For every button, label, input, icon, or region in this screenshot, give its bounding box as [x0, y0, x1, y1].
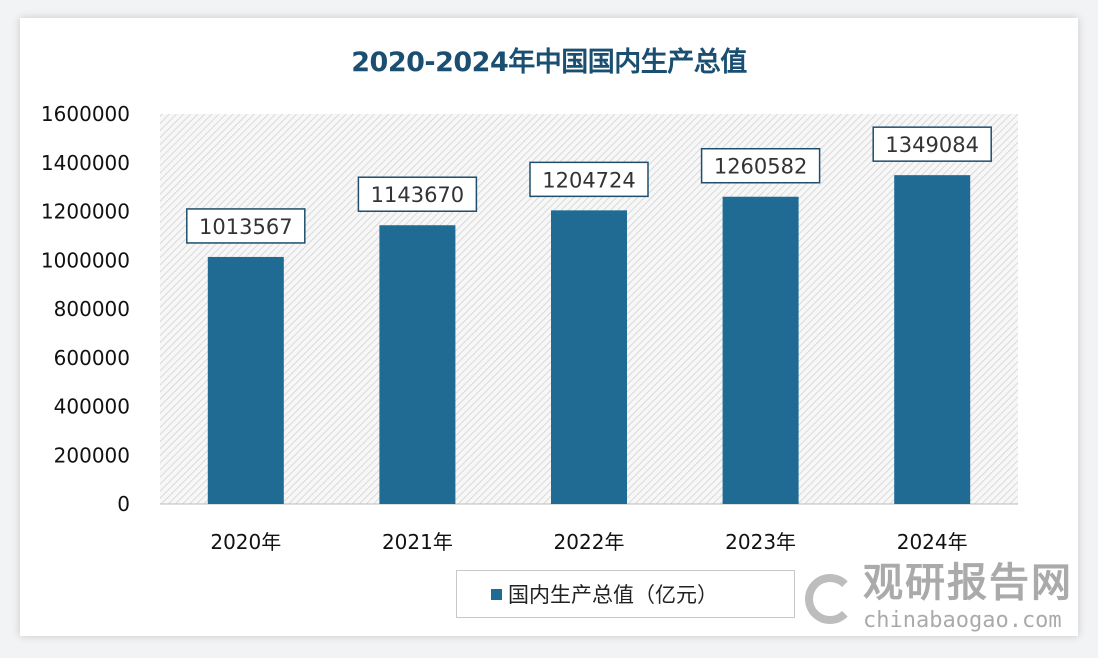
y-tick-label: 800000: [54, 297, 130, 321]
y-tick-label: 200000: [54, 443, 130, 467]
x-tick-label: 2021年: [382, 530, 453, 554]
y-tick-label: 1200000: [41, 200, 130, 224]
x-tick-label: 2020年: [210, 530, 281, 554]
data-label-box: [186, 208, 306, 244]
data-label-box: [357, 176, 478, 212]
data-label: 1260582: [714, 155, 808, 179]
data-label: 1013567: [199, 215, 293, 239]
watermark-icon: [805, 574, 855, 624]
data-label: 1143670: [371, 183, 465, 207]
data-label-box: [872, 126, 992, 162]
x-tick-label: 2023年: [725, 530, 796, 554]
y-tick-label: 1000000: [41, 248, 130, 272]
x-tick-label: 2022年: [554, 530, 625, 554]
watermark-logo: 观研报告网 chinabaogao.com: [805, 560, 1085, 646]
y-tick-label: 400000: [54, 395, 130, 419]
bar: [722, 196, 799, 504]
legend-label: 国内生产总值（亿元）: [508, 583, 718, 607]
bar: [894, 175, 971, 505]
data-label-box: [529, 161, 649, 198]
y-tick-label: 600000: [54, 346, 130, 370]
bar: [551, 210, 627, 505]
bar: [379, 225, 456, 504]
bar: [207, 256, 284, 504]
watermark-name: 观研报告网: [863, 560, 1073, 606]
data-label: 1204724: [542, 168, 636, 192]
y-tick-label: 1400000: [41, 151, 130, 175]
y-tick-label: 1600000: [41, 102, 130, 126]
y-tick-label: 0: [117, 492, 130, 516]
chart-title: 2020-2024年中国国内生产总值: [351, 47, 747, 78]
legend-swatch: [491, 588, 502, 600]
legend: 国内生产总值（亿元）: [456, 570, 795, 618]
x-tick-label: 2024年: [897, 530, 968, 554]
watermark-url: chinabaogao.com: [863, 608, 1062, 633]
data-label-box: [700, 147, 821, 184]
data-label: 1349084: [885, 133, 979, 157]
